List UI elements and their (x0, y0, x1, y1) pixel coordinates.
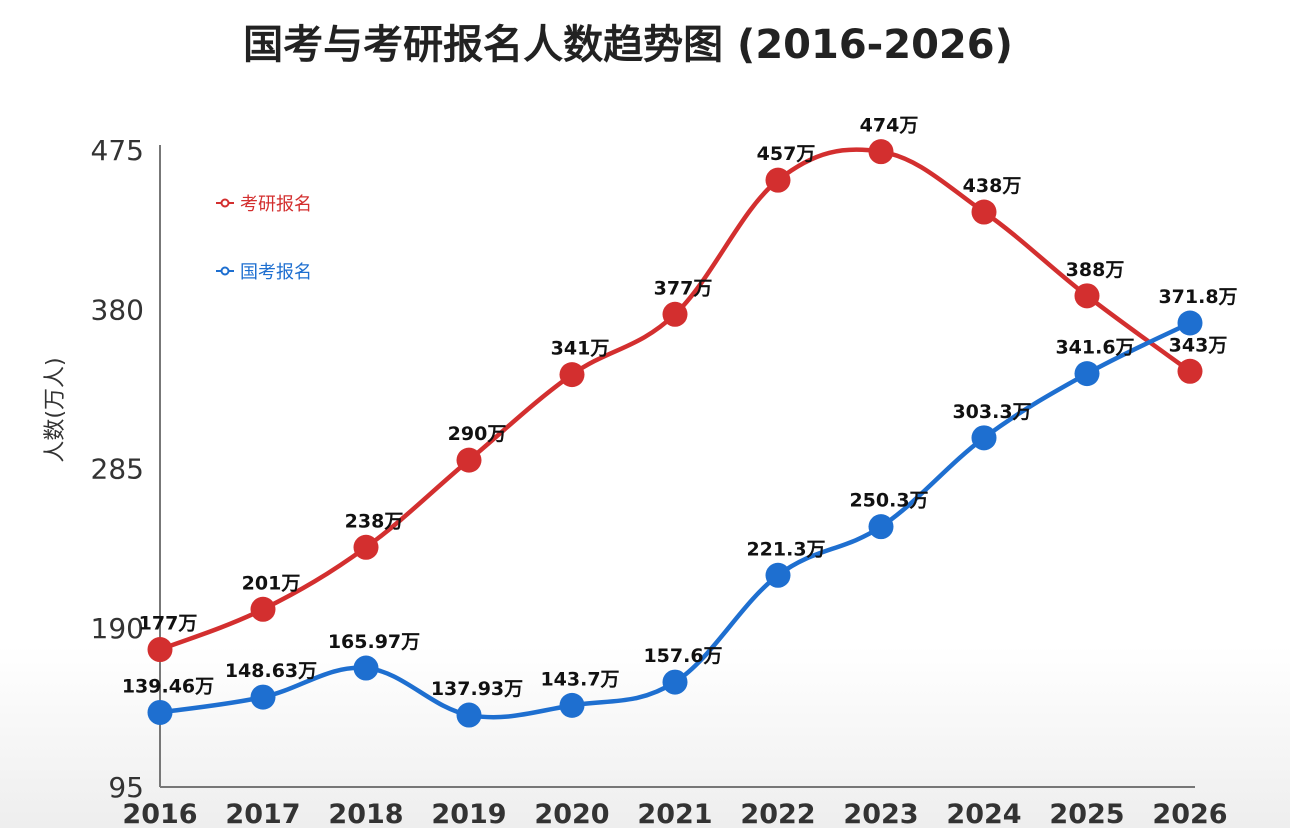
legend-label: 考研报名 (240, 194, 312, 215)
data-label: 250.3万 (849, 490, 928, 512)
y-axis-label: 人数(万人) (43, 357, 68, 462)
data-label: 474万 (860, 115, 919, 137)
data-label: 343万 (1169, 334, 1228, 356)
data-label: 238万 (345, 510, 404, 532)
data-label: 303.3万 (952, 401, 1031, 423)
data-point (765, 562, 791, 588)
chart-title: 国考与考研报名人数趋势图 (2016-2026) (243, 22, 1013, 68)
legend-marker-icon (220, 266, 230, 276)
series-line-0 (159, 147, 1192, 652)
data-point (868, 139, 894, 165)
data-label: 341.6万 (1055, 337, 1134, 359)
x-tick-label: 2026 (1152, 799, 1227, 828)
data-point (456, 702, 482, 728)
x-tick-label: 2022 (740, 799, 815, 828)
data-label: 457万 (757, 143, 816, 165)
y-tick-label: 475 (91, 134, 144, 167)
data-label: 221.3万 (746, 538, 825, 560)
data-point (456, 447, 482, 473)
y-tick-label: 285 (91, 453, 144, 486)
data-label: 438万 (963, 175, 1022, 197)
data-point (765, 167, 791, 193)
data-point (1177, 310, 1203, 336)
data-point (250, 684, 276, 710)
data-point (1074, 361, 1100, 387)
x-tick-label: 2020 (534, 799, 609, 828)
data-point (868, 514, 894, 540)
data-point (971, 425, 997, 451)
data-label: 371.8万 (1158, 286, 1237, 308)
data-point (1074, 283, 1100, 309)
data-label: 165.97万 (328, 631, 420, 653)
data-point (147, 699, 173, 725)
legend-marker-icon (220, 198, 230, 208)
data-label: 139.46万 (122, 675, 214, 697)
data-label: 377万 (654, 277, 713, 299)
data-point (971, 199, 997, 225)
x-tick-label: 2019 (431, 799, 506, 828)
y-tick-label: 380 (91, 293, 144, 326)
x-tick-label: 2021 (637, 799, 712, 828)
x-tick-label: 2023 (843, 799, 918, 828)
data-point (353, 534, 379, 560)
x-tick-label: 2024 (946, 799, 1021, 828)
data-label: 201万 (242, 572, 301, 594)
x-tick-label: 2018 (328, 799, 403, 828)
data-point (353, 655, 379, 681)
x-tick-label: 2017 (225, 799, 300, 828)
data-label: 143.7万 (540, 668, 619, 690)
data-point (1177, 358, 1203, 384)
data-point (662, 669, 688, 695)
data-label: 388万 (1066, 259, 1125, 281)
y-tick-label: 95 (108, 771, 144, 804)
data-label: 341万 (551, 338, 610, 360)
data-point (250, 596, 276, 622)
x-tick-label: 2025 (1049, 799, 1124, 828)
data-point (559, 362, 585, 388)
data-point (559, 692, 585, 718)
legend-label: 国考报名 (240, 262, 312, 283)
data-label: 157.6万 (643, 645, 722, 667)
data-label: 290万 (448, 423, 507, 445)
x-tick-label: 2016 (122, 799, 197, 828)
data-label: 148.63万 (225, 660, 317, 682)
y-tick-label: 190 (91, 612, 144, 645)
data-point (662, 301, 688, 327)
data-label: 137.93万 (431, 678, 523, 700)
data-label: 177万 (139, 613, 198, 635)
data-point (147, 637, 173, 663)
